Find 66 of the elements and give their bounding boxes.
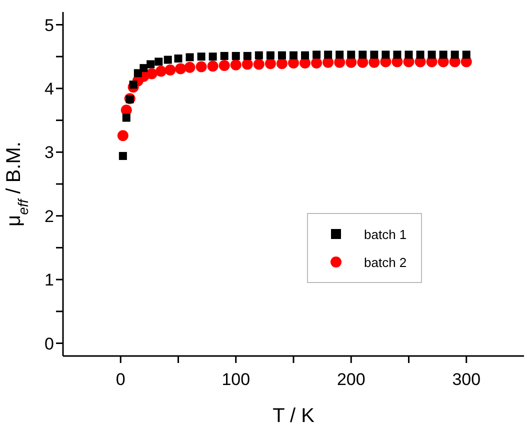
point: [416, 50, 424, 59]
point: [264, 58, 276, 70]
point: [301, 51, 310, 60]
point: [370, 50, 378, 59]
point: [450, 50, 459, 59]
y-tick-label: 1: [44, 270, 54, 290]
point: [312, 50, 321, 59]
legend-label: batch 2: [364, 254, 407, 270]
point: [290, 51, 298, 60]
point: [164, 64, 176, 76]
point: [254, 51, 263, 60]
point: [184, 62, 196, 73]
point: [155, 66, 166, 77]
point: [122, 114, 130, 122]
point: [324, 50, 332, 59]
point: [196, 61, 207, 72]
point: [347, 50, 356, 59]
legend-label: batch 1: [364, 226, 407, 242]
y-tick-label: 4: [44, 79, 54, 98]
point: [393, 50, 402, 59]
point: [462, 50, 470, 59]
point: [253, 58, 264, 70]
point: [428, 50, 436, 59]
y-tick-label: 0: [44, 334, 54, 354]
point: [207, 60, 218, 72]
point: [220, 52, 228, 60]
point: [218, 60, 230, 72]
x-tick-label: 300: [452, 370, 481, 390]
point: [382, 50, 390, 59]
point: [346, 56, 357, 68]
point: [243, 52, 252, 60]
point: [336, 50, 344, 59]
x-tick-label: 200: [336, 370, 366, 390]
point: [278, 51, 286, 60]
point: [242, 58, 253, 70]
point: [266, 51, 274, 60]
y-tick-label: 3: [44, 143, 54, 162]
point: [232, 52, 240, 60]
point: [357, 56, 368, 68]
point: [186, 53, 194, 62]
point: [334, 56, 346, 68]
point: [140, 64, 148, 72]
point: [164, 56, 172, 64]
point: [197, 52, 206, 61]
point: [322, 56, 334, 68]
point: [118, 152, 127, 160]
point: [230, 59, 242, 70]
point: [439, 50, 448, 59]
point: [129, 80, 138, 89]
y-tick-label: 2: [44, 206, 54, 226]
point: [154, 58, 163, 66]
x-axis-title: T / K: [272, 405, 316, 426]
x-tick-label: 0: [116, 370, 126, 390]
point: [358, 50, 367, 59]
point: [117, 130, 128, 142]
point: [368, 56, 380, 68]
x-tick-label: 100: [222, 370, 250, 390]
point: [208, 52, 217, 61]
point: [276, 58, 288, 70]
point: [174, 54, 182, 63]
point: [146, 60, 155, 68]
point: [404, 50, 413, 59]
point: [311, 57, 322, 68]
point: [146, 68, 158, 80]
point: [175, 63, 186, 74]
y-tick-label: 5: [44, 16, 54, 35]
